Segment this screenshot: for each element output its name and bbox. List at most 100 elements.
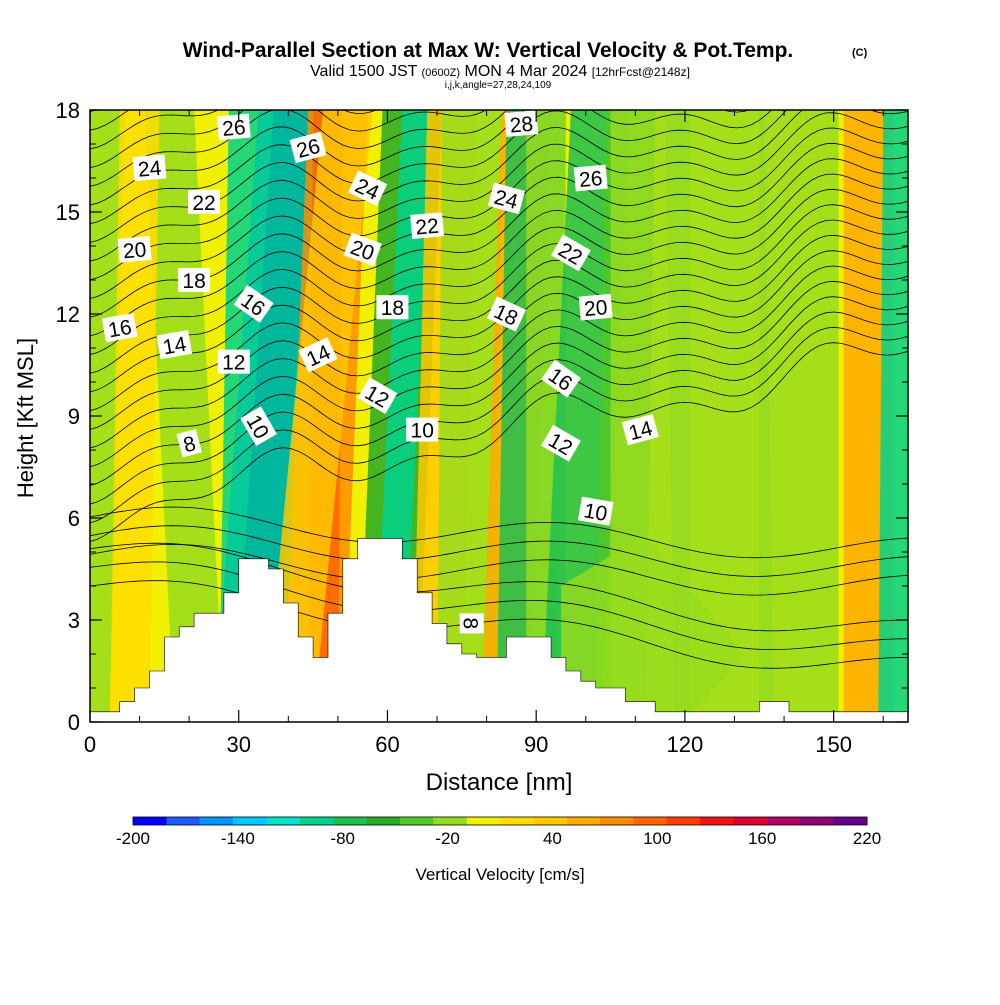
contour-label-bg xyxy=(289,131,327,164)
contour-label-bg xyxy=(486,296,526,332)
contour-label-text: 22 xyxy=(192,192,215,215)
contour-label-text: 28 xyxy=(509,113,534,138)
y-tick-label: 9 xyxy=(68,404,80,429)
colorbar-swatch xyxy=(233,817,267,825)
contour-label-bg xyxy=(357,377,398,414)
contour-label-6: 14 xyxy=(156,330,193,360)
contour-label-22: 26 xyxy=(573,164,608,192)
contour-label-15: 18 xyxy=(376,295,409,320)
theta-contour-11 xyxy=(90,265,908,449)
theta-contour-18 xyxy=(90,158,908,318)
y-tick-label: 12 xyxy=(56,302,80,327)
contour-label-text: 14 xyxy=(161,333,188,360)
contour-label-text: 24 xyxy=(137,157,163,182)
valid-utc: (0600Z) xyxy=(422,67,461,79)
velocity-band-12 xyxy=(437,110,502,722)
colorbar-swatch xyxy=(833,817,868,825)
contour-label-text: 16 xyxy=(106,316,133,343)
contour-label-18: 10 xyxy=(406,417,439,443)
velocity-band-8 xyxy=(263,110,373,722)
contour-label-bg xyxy=(240,406,277,447)
contour-label-text: 8 xyxy=(181,432,198,457)
grid-indices: i,j,k,angle=27,28,24,109 xyxy=(445,80,552,91)
x-tick-label: 90 xyxy=(524,732,548,757)
contour-label-bg xyxy=(578,293,613,321)
theta-contour-9 xyxy=(90,296,908,486)
contour-label-27: 10 xyxy=(577,496,614,526)
y-tick-label: 15 xyxy=(56,200,80,225)
theta-contour-0 xyxy=(90,580,908,669)
colorbar-swatch xyxy=(333,817,368,825)
velocity-band-1 xyxy=(144,110,224,722)
contour-label-text: 26 xyxy=(578,167,603,192)
theta-contour-19 xyxy=(90,142,908,299)
contour-label-text: 22 xyxy=(415,215,440,240)
y-axis: 0 3 6 9 12 15 18 xyxy=(56,98,908,735)
contour-label-bg xyxy=(178,268,211,292)
contour-label-bg xyxy=(551,234,591,272)
contour-label-28: 14 xyxy=(621,413,659,446)
velocity-band-20 xyxy=(759,110,839,722)
theta-contour-17 xyxy=(90,173,908,337)
contour-label-bg xyxy=(233,284,274,323)
contour-label-bg xyxy=(621,413,659,446)
velocity-band-0 xyxy=(90,110,125,722)
theta-contours xyxy=(90,110,908,669)
y-tick-label: 3 xyxy=(68,608,80,633)
theta-contour-24 xyxy=(90,110,772,206)
contour-label-bg xyxy=(343,232,382,267)
y-tick-label: 6 xyxy=(68,506,80,531)
theta-contour-3 xyxy=(90,543,908,596)
colorbar-swatch xyxy=(266,817,301,825)
colorbar-swatch xyxy=(166,817,201,825)
contour-label-bg xyxy=(487,182,525,215)
contour-label-7: 12 xyxy=(217,349,250,375)
contour-label-0: 26 xyxy=(216,113,251,141)
contour-label-bg xyxy=(459,613,484,634)
contour-label-bg xyxy=(298,337,338,373)
contour-label-bg xyxy=(348,170,388,206)
colorbar-swatch xyxy=(133,817,167,825)
forecast-info: [12hrFcst@2148z] xyxy=(592,65,690,79)
colorbar-tick-label: 40 xyxy=(543,829,562,848)
colorbar-swatch xyxy=(299,817,334,825)
valid-date: MON 4 Mar 2024 xyxy=(465,63,588,80)
colorbar-tick-label: 160 xyxy=(748,829,776,848)
colorbar-swatch xyxy=(366,817,401,825)
colorbar-swatch xyxy=(500,817,534,825)
colorbar-swatch xyxy=(399,817,434,825)
contour-label-text: 12 xyxy=(222,352,245,375)
contour-label-bg xyxy=(176,429,202,458)
contour-label-29: 8 xyxy=(459,613,484,634)
contour-label-bg xyxy=(541,424,581,462)
contour-label-bg xyxy=(101,313,138,343)
colorbar-tick-label: 100 xyxy=(643,829,671,848)
velocity-band-lowlevel xyxy=(560,535,745,722)
colorbar-swatch xyxy=(433,817,468,825)
colorbar-tick-label: -140 xyxy=(221,829,255,848)
contour-label-text: 20 xyxy=(122,238,147,263)
colorbar-swatch xyxy=(533,817,568,825)
chart-title: Wind-Parallel Section at Max W: Vertical… xyxy=(183,39,794,62)
theta-contour-25 xyxy=(90,110,750,187)
colorbar-swatch xyxy=(199,817,234,825)
contour-label-bg xyxy=(406,417,439,442)
colorbar-swatch xyxy=(800,817,835,825)
x-tick-label: 150 xyxy=(815,732,852,757)
contour-label-bg xyxy=(577,496,614,526)
contour-label-20: 28 xyxy=(504,110,539,138)
contour-label-text: 26 xyxy=(221,116,246,141)
theta-contour-16 xyxy=(90,188,908,355)
contour-label-bg xyxy=(188,189,220,214)
contour-label-24: 20 xyxy=(578,293,613,321)
contour-label-1: 24 xyxy=(132,154,167,182)
colorbar-label: Vertical Velocity [cm/s] xyxy=(415,865,584,884)
terrain xyxy=(90,538,908,722)
colorbar-swatch xyxy=(566,817,601,825)
theta-contour-5 xyxy=(90,506,908,559)
colorbar-tick-label: 220 xyxy=(853,829,881,848)
x-axis: 0 30 60 90 120 150 xyxy=(84,110,884,757)
contour-label-text: 10 xyxy=(411,420,434,443)
contour-label-text: 18 xyxy=(381,297,404,320)
